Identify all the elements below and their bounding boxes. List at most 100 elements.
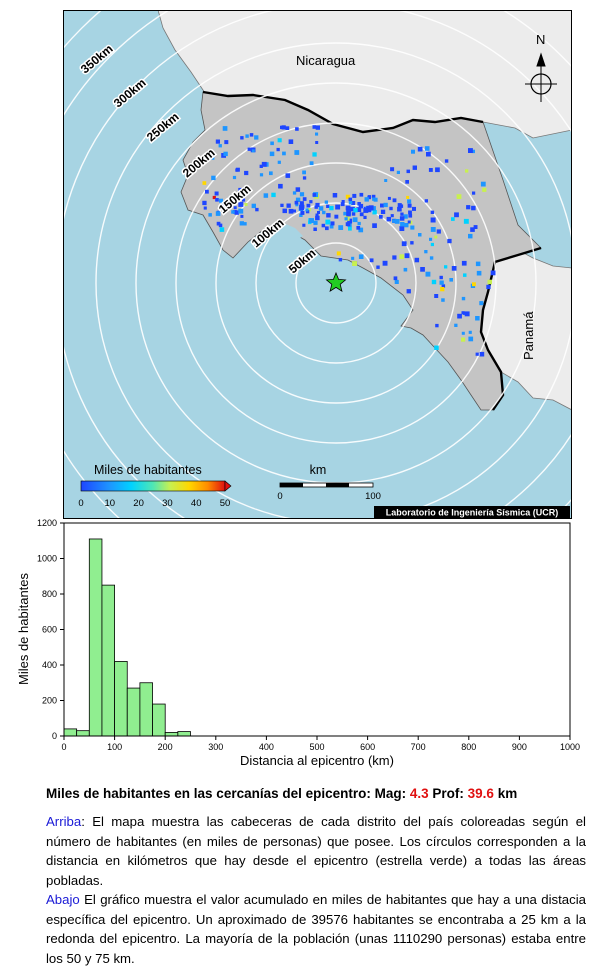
x-tick-label: 500 [309, 742, 324, 752]
district-dot [232, 175, 237, 180]
district-dot [247, 147, 251, 151]
district-dot [329, 205, 334, 211]
district-dot [295, 187, 301, 192]
district-dot [451, 217, 455, 221]
district-dot [400, 222, 405, 227]
district-dot [472, 282, 476, 287]
district-dot [254, 135, 259, 140]
district-dot [302, 223, 306, 227]
district-dot [347, 218, 353, 224]
district-dot [240, 136, 244, 140]
district-dot [315, 213, 319, 217]
district-dot [243, 222, 247, 226]
district-dot [302, 176, 307, 180]
district-dot [366, 205, 370, 210]
district-dot [259, 173, 264, 177]
district-dot [394, 219, 400, 224]
district-dot [424, 146, 430, 151]
x-tick-label: 400 [259, 742, 274, 752]
legend-tick: 30 [162, 498, 173, 509]
district-dot [315, 141, 319, 144]
district-dot [302, 170, 306, 175]
district-dot [396, 170, 400, 174]
district-dot [348, 197, 353, 202]
district-dot [407, 220, 411, 224]
district-dot [305, 209, 310, 214]
histogram-bar [177, 731, 191, 737]
district-dot [389, 206, 393, 211]
district-dot [392, 219, 396, 223]
district-dot [468, 233, 473, 239]
district-dot [475, 352, 479, 356]
district-dot [461, 260, 467, 266]
district-dot [299, 192, 305, 197]
district-dot [282, 208, 287, 214]
abajo-keyword: Abajo [46, 892, 80, 907]
district-dot [394, 279, 399, 284]
y-axis: 0 200 400 600 800 1000 1200 [37, 518, 64, 741]
district-dot [285, 173, 291, 178]
district-dot [444, 265, 448, 269]
distance-ring [95, 42, 572, 519]
district-dot [345, 205, 351, 211]
y-tick-label: 800 [42, 589, 57, 599]
district-dot [454, 323, 458, 327]
district-dot [348, 201, 353, 205]
district-dot [238, 187, 243, 192]
label-panama: Panamá [521, 311, 536, 360]
distance-ring [175, 122, 497, 444]
district-dot [404, 253, 410, 259]
district-dot [306, 203, 311, 208]
district-dot [352, 217, 358, 223]
district-dot [242, 198, 246, 202]
district-dot [490, 270, 496, 276]
district-dot [282, 151, 286, 156]
y-tick-label: 200 [42, 696, 57, 706]
district-dot [347, 223, 351, 227]
district-dot [358, 254, 364, 259]
district-dot [430, 210, 435, 214]
district-dot [270, 141, 274, 146]
district-dot [343, 211, 347, 216]
district-dot [259, 164, 263, 168]
district-dot [444, 159, 449, 163]
prof-label: Prof: [428, 786, 468, 801]
district-dot [439, 280, 444, 285]
district-dot [401, 241, 407, 247]
histogram-bar [164, 732, 179, 737]
district-dot [358, 227, 364, 233]
district-dot [407, 199, 412, 204]
district-dot [212, 195, 216, 200]
district-dot [463, 218, 469, 224]
district-dot [393, 276, 398, 281]
x-tick-label: 700 [411, 742, 426, 752]
district-dot [479, 301, 484, 306]
district-dot [435, 323, 439, 328]
x-tick-label: 600 [360, 742, 375, 752]
border-panama [479, 246, 542, 411]
district-dot [314, 205, 318, 209]
district-dot [431, 279, 437, 285]
district-dot [249, 133, 254, 137]
district-dot [263, 193, 269, 198]
district-dot [326, 213, 331, 218]
district-dot [325, 226, 329, 231]
arriba-text: : El mapa muestra las cabeceras de cada … [46, 814, 586, 888]
district-dot [239, 221, 244, 226]
district-dot [475, 316, 480, 321]
district-dot [235, 168, 239, 172]
district-dot [353, 208, 358, 213]
district-dot [449, 278, 453, 282]
district-dot [351, 201, 356, 205]
district-dot [471, 205, 476, 211]
district-dot [313, 220, 318, 225]
distance-ring [255, 202, 417, 364]
caption-abajo: Abajo El gráfico muestra el valor acumul… [46, 890, 586, 968]
district-dot [440, 287, 445, 292]
district-dot [480, 181, 486, 187]
district-dot [399, 254, 405, 259]
y-tick-label: 400 [42, 660, 57, 670]
histogram-bars [63, 538, 191, 737]
district-dot [309, 218, 314, 223]
district-dot [367, 195, 371, 200]
